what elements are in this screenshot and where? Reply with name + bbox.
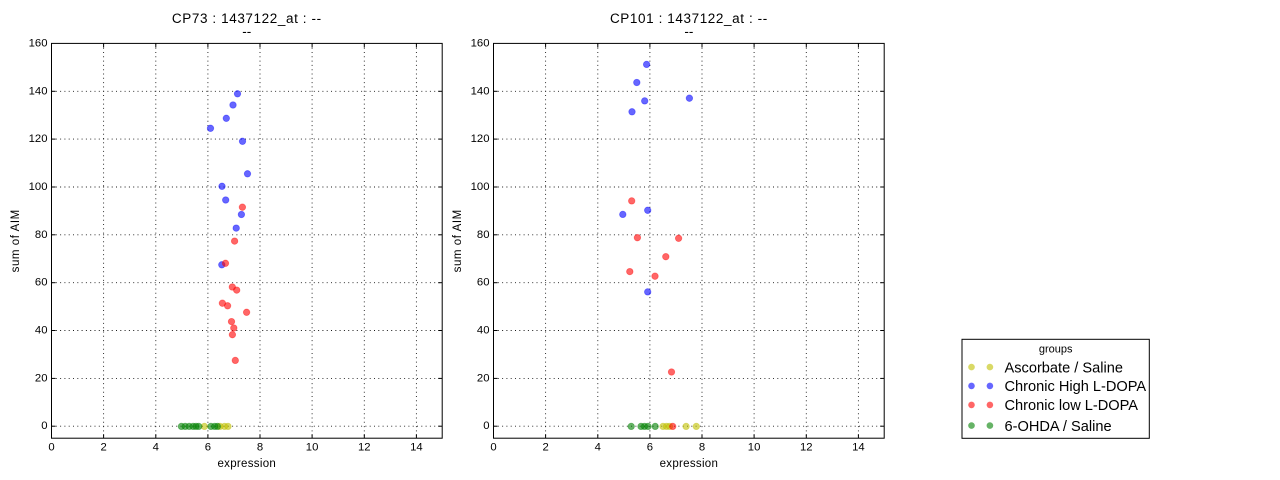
svg-text:sum of AIM: sum of AIM bbox=[10, 209, 22, 272]
svg-text:CP101 : 1437122_at : --: CP101 : 1437122_at : -- bbox=[610, 11, 768, 26]
svg-text:--: -- bbox=[242, 24, 251, 39]
svg-text:120: 120 bbox=[29, 133, 48, 145]
svg-text:40: 40 bbox=[35, 325, 48, 337]
svg-text:14: 14 bbox=[852, 442, 865, 454]
svg-text:0: 0 bbox=[41, 420, 47, 432]
svg-text:6: 6 bbox=[205, 442, 211, 454]
svg-text:12: 12 bbox=[358, 442, 371, 454]
svg-text:100: 100 bbox=[471, 181, 490, 193]
svg-text:0: 0 bbox=[48, 442, 54, 454]
svg-text:160: 160 bbox=[471, 37, 490, 49]
svg-text:expression: expression bbox=[660, 458, 719, 470]
svg-text:14: 14 bbox=[410, 442, 423, 454]
svg-text:60: 60 bbox=[35, 277, 48, 289]
svg-text:groups: groups bbox=[1039, 343, 1073, 355]
svg-text:80: 80 bbox=[477, 229, 490, 241]
svg-text:4: 4 bbox=[153, 442, 159, 454]
svg-text:12: 12 bbox=[800, 442, 813, 454]
svg-text:6-OHDA / Saline: 6-OHDA / Saline bbox=[1005, 419, 1112, 435]
svg-text:8: 8 bbox=[257, 442, 263, 454]
svg-text:10: 10 bbox=[306, 442, 319, 454]
svg-text:Ascorbate / Saline: Ascorbate / Saline bbox=[1005, 360, 1123, 376]
svg-text:Chronic High L-DOPA: Chronic High L-DOPA bbox=[1005, 379, 1147, 395]
svg-text:Chronic low L-DOPA: Chronic low L-DOPA bbox=[1005, 398, 1139, 414]
svg-text:6: 6 bbox=[647, 442, 653, 454]
svg-text:CP73 : 1437122_at : --: CP73 : 1437122_at : -- bbox=[172, 11, 322, 26]
svg-text:--: -- bbox=[684, 24, 693, 39]
svg-text:0: 0 bbox=[483, 420, 489, 432]
svg-text:80: 80 bbox=[35, 229, 48, 241]
svg-text:8: 8 bbox=[699, 442, 705, 454]
svg-text:60: 60 bbox=[477, 277, 490, 289]
svg-text:140: 140 bbox=[29, 85, 48, 97]
svg-text:0: 0 bbox=[490, 442, 496, 454]
svg-text:140: 140 bbox=[471, 85, 490, 97]
svg-text:10: 10 bbox=[748, 442, 761, 454]
svg-text:20: 20 bbox=[477, 372, 490, 384]
svg-text:2: 2 bbox=[100, 442, 106, 454]
svg-text:20: 20 bbox=[35, 372, 48, 384]
svg-text:160: 160 bbox=[29, 37, 48, 49]
svg-text:120: 120 bbox=[471, 133, 490, 145]
svg-text:2: 2 bbox=[542, 442, 548, 454]
svg-text:sum of AIM: sum of AIM bbox=[452, 209, 464, 272]
svg-text:100: 100 bbox=[29, 181, 48, 193]
svg-text:expression: expression bbox=[217, 458, 276, 470]
svg-text:40: 40 bbox=[477, 325, 490, 337]
svg-text:4: 4 bbox=[595, 442, 601, 454]
